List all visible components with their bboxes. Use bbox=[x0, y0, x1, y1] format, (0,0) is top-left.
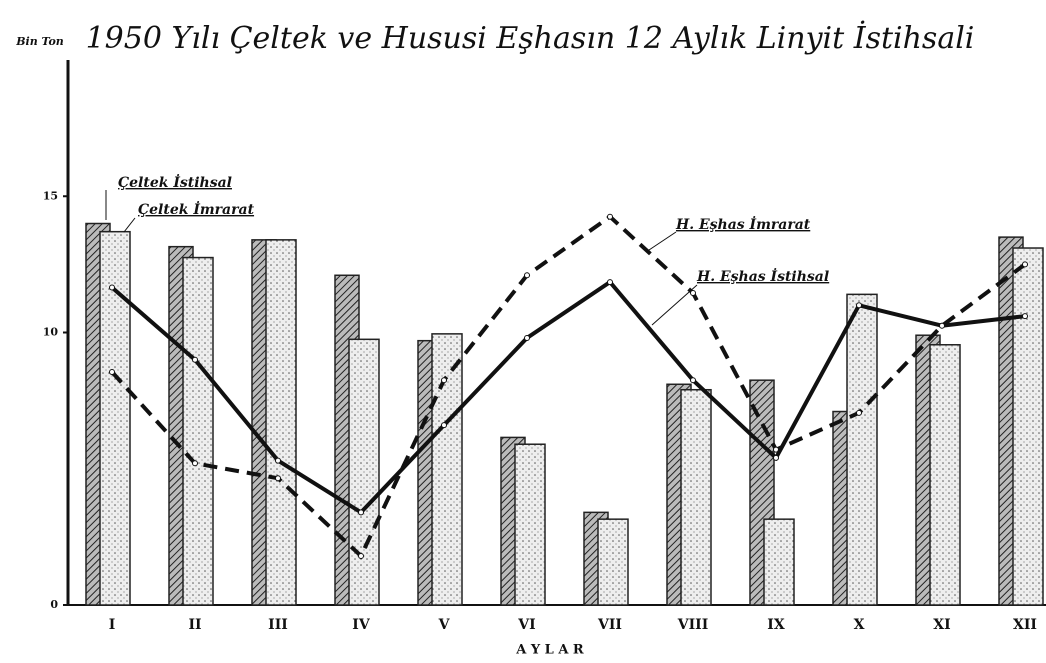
x-tick-label: VIII bbox=[677, 617, 709, 633]
x-tick-label: I bbox=[109, 617, 116, 633]
x-tick-label: V bbox=[438, 617, 451, 633]
bar bbox=[265, 239, 297, 606]
leader bbox=[645, 231, 677, 253]
bar bbox=[182, 256, 214, 606]
legend-label: H. Eşhas İmrarat bbox=[675, 214, 811, 233]
point bbox=[1022, 261, 1028, 268]
point bbox=[441, 377, 447, 384]
legend-label: Çeltek İstihsal bbox=[118, 172, 232, 191]
x-tick-label: II bbox=[188, 617, 201, 633]
point bbox=[358, 509, 364, 516]
point bbox=[690, 377, 696, 384]
point bbox=[607, 279, 613, 286]
y-tick-label: 10 bbox=[43, 326, 59, 339]
bar bbox=[99, 230, 131, 606]
y-tick-label: 0 bbox=[50, 598, 58, 611]
point bbox=[939, 322, 945, 329]
x-tick-label: VI bbox=[517, 617, 535, 633]
legend-label: Çeltek İmrarat bbox=[138, 199, 255, 218]
bar bbox=[846, 293, 878, 606]
x-tick-label: X bbox=[854, 617, 865, 633]
point bbox=[192, 460, 198, 467]
chart-title: 1950 Yılı Çeltek ve Hususi Eşhasın 12 Ay… bbox=[86, 20, 975, 56]
line bbox=[110, 214, 1027, 560]
point bbox=[192, 356, 198, 363]
x-tick-label: XI bbox=[933, 617, 950, 633]
point bbox=[524, 272, 530, 279]
bar bbox=[680, 388, 712, 606]
point bbox=[109, 369, 115, 376]
bar bbox=[597, 518, 629, 606]
legend-label: H. Eşhas İstihsal bbox=[696, 266, 829, 285]
bar bbox=[763, 518, 795, 606]
point bbox=[607, 213, 613, 220]
leader bbox=[123, 217, 136, 233]
x-tick-label: XII bbox=[1013, 617, 1037, 633]
point bbox=[109, 284, 115, 291]
line bbox=[110, 279, 1026, 515]
x-tick-label: IV bbox=[352, 617, 371, 633]
point bbox=[1022, 313, 1028, 320]
x-tick-label: III bbox=[268, 617, 288, 633]
point bbox=[524, 334, 530, 341]
bar bbox=[929, 344, 961, 606]
point bbox=[275, 475, 281, 482]
x-tick-label: VII bbox=[597, 617, 622, 633]
leader bbox=[651, 284, 698, 326]
point bbox=[441, 422, 447, 429]
point bbox=[275, 457, 281, 464]
point bbox=[690, 289, 696, 296]
x-axis-label: A Y L A R bbox=[515, 643, 584, 658]
bar bbox=[1012, 247, 1044, 606]
bar bbox=[431, 333, 463, 606]
y-axis-label: Bin Ton bbox=[15, 35, 64, 48]
bar bbox=[514, 443, 546, 606]
point bbox=[358, 552, 364, 559]
bar bbox=[348, 338, 380, 606]
point bbox=[773, 454, 779, 461]
x-tick-label: IX bbox=[767, 617, 785, 633]
point bbox=[856, 302, 862, 309]
point bbox=[856, 409, 862, 416]
y-tick-label: 15 bbox=[43, 189, 58, 202]
